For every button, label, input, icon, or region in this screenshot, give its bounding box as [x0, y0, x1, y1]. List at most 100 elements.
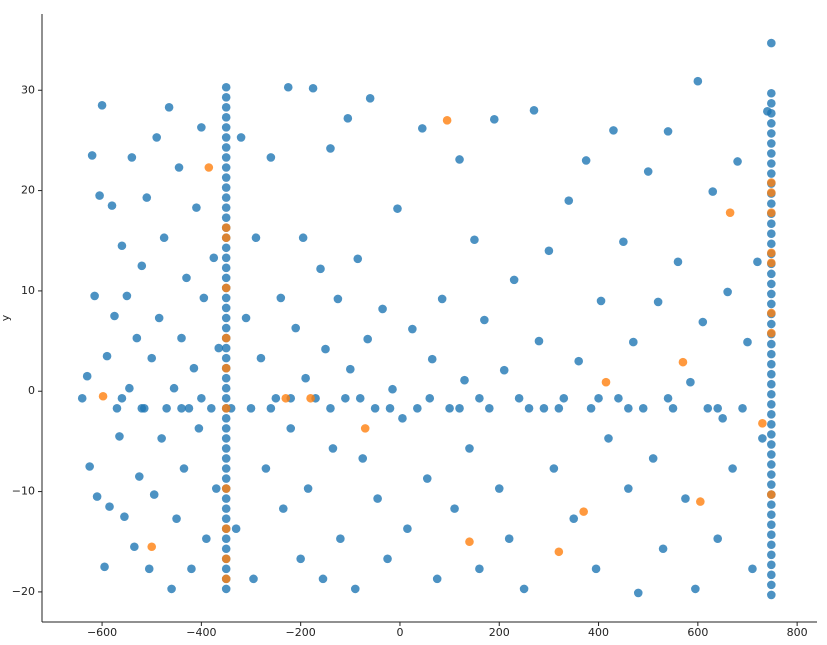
y-tick-label: −20 [12, 585, 35, 598]
point [221, 514, 231, 523]
point [475, 393, 484, 403]
point [355, 393, 365, 403]
point [221, 444, 231, 453]
point [767, 540, 776, 550]
point [199, 293, 209, 303]
point [398, 414, 407, 423]
point [221, 92, 231, 102]
point [544, 246, 554, 256]
point [97, 101, 107, 110]
point [221, 203, 231, 212]
point [586, 403, 596, 413]
point [221, 383, 231, 393]
point [231, 524, 241, 533]
point [728, 464, 737, 473]
point [519, 584, 529, 594]
point [306, 393, 315, 403]
point [767, 399, 776, 409]
point [480, 315, 489, 325]
point [643, 167, 653, 176]
point [177, 403, 186, 413]
point [221, 574, 231, 584]
point [92, 492, 102, 501]
point [703, 403, 713, 413]
point [221, 494, 231, 503]
x-tick-label: 0 [396, 626, 403, 639]
point [725, 208, 735, 217]
point [681, 494, 690, 503]
point [318, 574, 328, 584]
point [767, 248, 776, 258]
point [534, 336, 544, 346]
point [767, 269, 776, 279]
point [281, 393, 291, 403]
point [142, 193, 152, 202]
point [767, 550, 776, 560]
point [767, 349, 776, 359]
point [767, 570, 776, 580]
point [221, 454, 231, 463]
point [767, 109, 776, 118]
point [767, 359, 776, 369]
point [767, 279, 776, 289]
point [748, 564, 757, 574]
point [686, 377, 695, 387]
point [673, 257, 683, 267]
point [767, 159, 776, 168]
point [529, 106, 539, 115]
point [152, 133, 161, 142]
point [624, 484, 633, 493]
point [383, 554, 392, 564]
point [246, 403, 256, 413]
y-tick-label: −10 [12, 485, 35, 498]
point [197, 123, 206, 132]
point [90, 291, 99, 301]
point [221, 434, 231, 443]
point [221, 263, 231, 273]
point [624, 403, 633, 413]
point [767, 119, 776, 128]
y-tick-label: 30 [21, 83, 35, 96]
point [767, 500, 776, 509]
point [353, 254, 363, 264]
point [663, 393, 673, 403]
point [206, 403, 216, 413]
point [110, 311, 119, 321]
plot-area [77, 38, 776, 600]
point [767, 328, 776, 338]
point [283, 82, 293, 92]
point [691, 584, 700, 594]
point [328, 444, 338, 453]
point [120, 512, 129, 521]
point [221, 163, 231, 172]
point [221, 323, 231, 333]
point [767, 520, 776, 529]
y-tick-label: 20 [21, 184, 35, 197]
point [147, 542, 157, 552]
point [629, 337, 638, 347]
x-tick-label: −600 [87, 626, 117, 639]
point [321, 344, 330, 354]
point [604, 434, 613, 443]
point [266, 153, 276, 162]
point [596, 296, 606, 306]
point [301, 373, 310, 383]
point [767, 219, 776, 228]
x-tick-label: −400 [186, 626, 216, 639]
point [174, 163, 184, 172]
point [326, 144, 335, 153]
point [758, 419, 767, 428]
point [554, 547, 564, 557]
point [209, 253, 219, 263]
point [256, 353, 266, 363]
point [125, 383, 134, 393]
point [236, 133, 246, 142]
x-tick-label: 800 [787, 626, 808, 639]
point [177, 333, 186, 343]
point [619, 237, 628, 247]
point [485, 403, 494, 413]
point [413, 403, 422, 413]
point [767, 420, 776, 429]
point [718, 414, 727, 423]
